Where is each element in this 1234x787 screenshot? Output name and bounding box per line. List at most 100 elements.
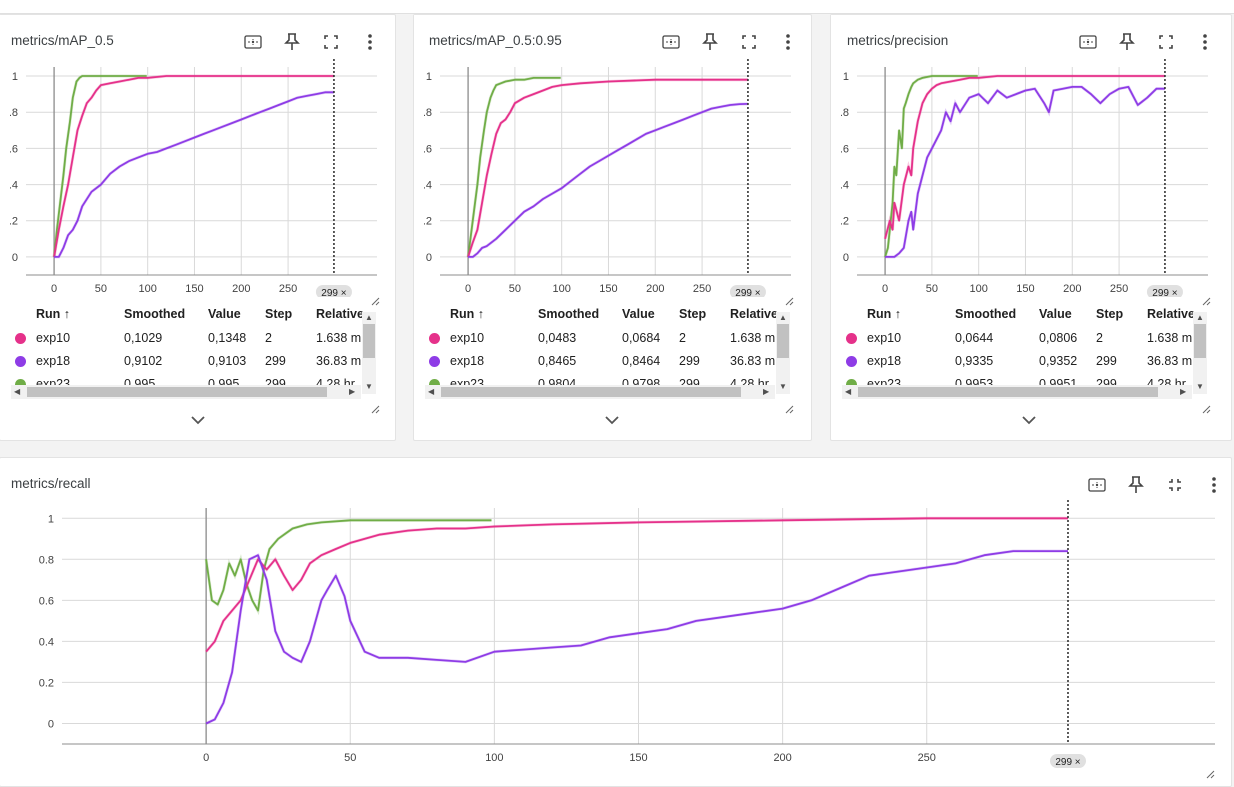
fullscreen-icon[interactable] <box>736 29 762 55</box>
chart-svg[interactable]: 0 0.2 0.4 0.6 0.8 1 0 50 100 150 200 250 299 × <box>10 498 1220 774</box>
chart-svg[interactable]: 0 0.2 0.4 0.6 0.8 1 0 50 100 150 200 250 299 × <box>424 55 799 297</box>
scrollbar-thumb[interactable] <box>27 387 327 397</box>
scroll-left-arrow[interactable]: ◀ <box>845 387 852 396</box>
chart-card-map50: metrics/mAP_0.5 0 0.2 0.4 0.6 0.8 1 0 50 100 150 2… <box>0 14 396 441</box>
scrollbar-thumb[interactable] <box>777 324 789 358</box>
chevron-down-icon[interactable] <box>188 413 208 427</box>
table-cell-smoothed: 0,1029 <box>124 331 163 345</box>
x-tick-label: 50 <box>926 283 938 295</box>
scroll-left-arrow[interactable]: ◀ <box>14 387 21 396</box>
scrollbar-thumb[interactable] <box>1194 324 1206 358</box>
more-vert-icon[interactable] <box>775 29 801 55</box>
step-chip[interactable]: 299 × <box>315 285 352 297</box>
column-header-step[interactable]: Step <box>679 307 707 321</box>
step-chip-label[interactable]: 299 × <box>1055 757 1080 768</box>
scroll-left-arrow[interactable]: ◀ <box>428 387 435 396</box>
top-toolbar-strip <box>0 0 1234 14</box>
column-header-run[interactable]: Run ↑ <box>867 307 902 321</box>
x-tick-label: 100 <box>485 752 503 764</box>
card-title: metrics/mAP_0.5 <box>11 33 114 48</box>
resize-handle[interactable] <box>370 293 380 306</box>
column-header-run[interactable]: Run ↑ <box>450 307 485 321</box>
column-header-step[interactable]: Step <box>1096 307 1124 321</box>
scroll-down-arrow[interactable]: ▼ <box>779 382 787 391</box>
chevron-down-icon[interactable] <box>602 413 622 427</box>
scrollbar-thumb[interactable] <box>363 324 375 358</box>
scroll-right-arrow[interactable]: ▶ <box>349 387 356 396</box>
card-toolbar <box>240 29 380 55</box>
scrollbar-thumb[interactable] <box>441 387 741 397</box>
more-vert-icon[interactable] <box>357 29 383 55</box>
table-vertical-scrollbar[interactable]: ▲ ▼ <box>1193 312 1207 394</box>
step-chip[interactable]: 299 × <box>729 285 766 297</box>
series-line-exp10 <box>884 75 1165 240</box>
pin-icon[interactable] <box>697 29 723 55</box>
resize-handle[interactable] <box>784 293 794 306</box>
step-chip[interactable]: 299 × <box>1049 754 1086 768</box>
exit-fullscreen-icon[interactable] <box>1162 472 1188 498</box>
fit-domain-icon[interactable] <box>1075 29 1101 55</box>
fit-domain-icon[interactable] <box>240 29 266 55</box>
pin-icon[interactable] <box>1114 29 1140 55</box>
scroll-up-arrow[interactable]: ▲ <box>365 313 373 322</box>
table-vertical-scrollbar[interactable]: ▲ ▼ <box>776 312 790 394</box>
fit-domain-icon[interactable] <box>1084 472 1110 498</box>
table-vertical-scrollbar[interactable]: ▲ ▼ <box>362 312 376 394</box>
x-tick-label: 250 <box>1110 283 1128 295</box>
step-chip-bg <box>1146 285 1183 297</box>
step-chip-label[interactable]: 299 × <box>1152 288 1177 297</box>
column-header-value[interactable]: Value <box>622 307 655 321</box>
table-cell-value: 0,9352 <box>1039 354 1078 368</box>
scrollbar-thumb[interactable] <box>858 387 1158 397</box>
column-header-smoothed[interactable]: Smoothed <box>124 307 186 321</box>
column-header-run[interactable]: Run ↑ <box>36 307 71 321</box>
table-horizontal-scrollbar[interactable]: ◀ ▶ <box>11 385 361 399</box>
scroll-right-arrow[interactable]: ▶ <box>763 387 770 396</box>
resize-handle[interactable] <box>1205 766 1215 779</box>
pin-icon[interactable] <box>279 29 305 55</box>
table-horizontal-scrollbar[interactable]: ◀ ▶ <box>842 385 1192 399</box>
column-header-relative[interactable]: Relative <box>1147 307 1195 321</box>
pin-icon[interactable] <box>1123 472 1149 498</box>
column-header-value[interactable]: Value <box>208 307 241 321</box>
table-clip <box>831 15 1201 27</box>
y-tick-label: 0.8 <box>10 107 18 119</box>
step-chip-label[interactable]: 299 × <box>321 288 346 297</box>
table-cell-smoothed: 0,8465 <box>538 354 577 368</box>
fullscreen-icon[interactable] <box>318 29 344 55</box>
column-header-smoothed[interactable]: Smoothed <box>955 307 1017 321</box>
column-header-step[interactable]: Step <box>265 307 293 321</box>
resize-handle[interactable] <box>1201 293 1211 306</box>
resize-handle[interactable] <box>1201 401 1211 414</box>
column-header-relative[interactable]: Relative <box>316 307 364 321</box>
column-header-relative[interactable]: Relative <box>730 307 778 321</box>
scroll-down-arrow[interactable]: ▼ <box>365 382 373 391</box>
column-header-smoothed[interactable]: Smoothed <box>538 307 600 321</box>
chart-svg[interactable]: 0 0.2 0.4 0.6 0.8 1 0 50 100 150 200 250 299 × <box>10 55 385 297</box>
run-color-dot <box>429 379 440 390</box>
scroll-right-arrow[interactable]: ▶ <box>1180 387 1187 396</box>
scroll-up-arrow[interactable]: ▲ <box>1196 313 1204 322</box>
fullscreen-icon[interactable] <box>1153 29 1179 55</box>
step-chip[interactable]: 299 × <box>1146 285 1183 297</box>
more-vert-icon[interactable] <box>1201 472 1227 498</box>
y-tick-label: 0.4 <box>10 180 18 192</box>
table-horizontal-scrollbar[interactable]: ◀ ▶ <box>425 385 775 399</box>
table-clip <box>0 15 370 27</box>
y-tick-label: 0.6 <box>424 143 432 155</box>
scroll-down-arrow[interactable]: ▼ <box>1196 382 1204 391</box>
table-cell-smoothed: 0,9102 <box>124 354 163 368</box>
chevron-down-icon[interactable] <box>1019 413 1039 427</box>
step-chip-label[interactable]: 299 × <box>735 288 760 297</box>
fit-domain-icon[interactable] <box>658 29 684 55</box>
resize-handle[interactable] <box>784 401 794 414</box>
y-tick-label: 0.2 <box>424 216 432 228</box>
chart-svg[interactable]: 0 0.2 0.4 0.6 0.8 1 0 50 100 150 200 250 299 × <box>841 55 1216 297</box>
run-color-dot <box>846 379 857 390</box>
more-vert-icon[interactable] <box>1192 29 1218 55</box>
column-header-value[interactable]: Value <box>1039 307 1072 321</box>
data-table: Run ↑ Smoothed Value Step Relative exp10 0,102… <box>0 15 395 440</box>
series-line-exp18 <box>54 91 334 258</box>
resize-handle[interactable] <box>370 401 380 414</box>
scroll-up-arrow[interactable]: ▲ <box>779 313 787 322</box>
